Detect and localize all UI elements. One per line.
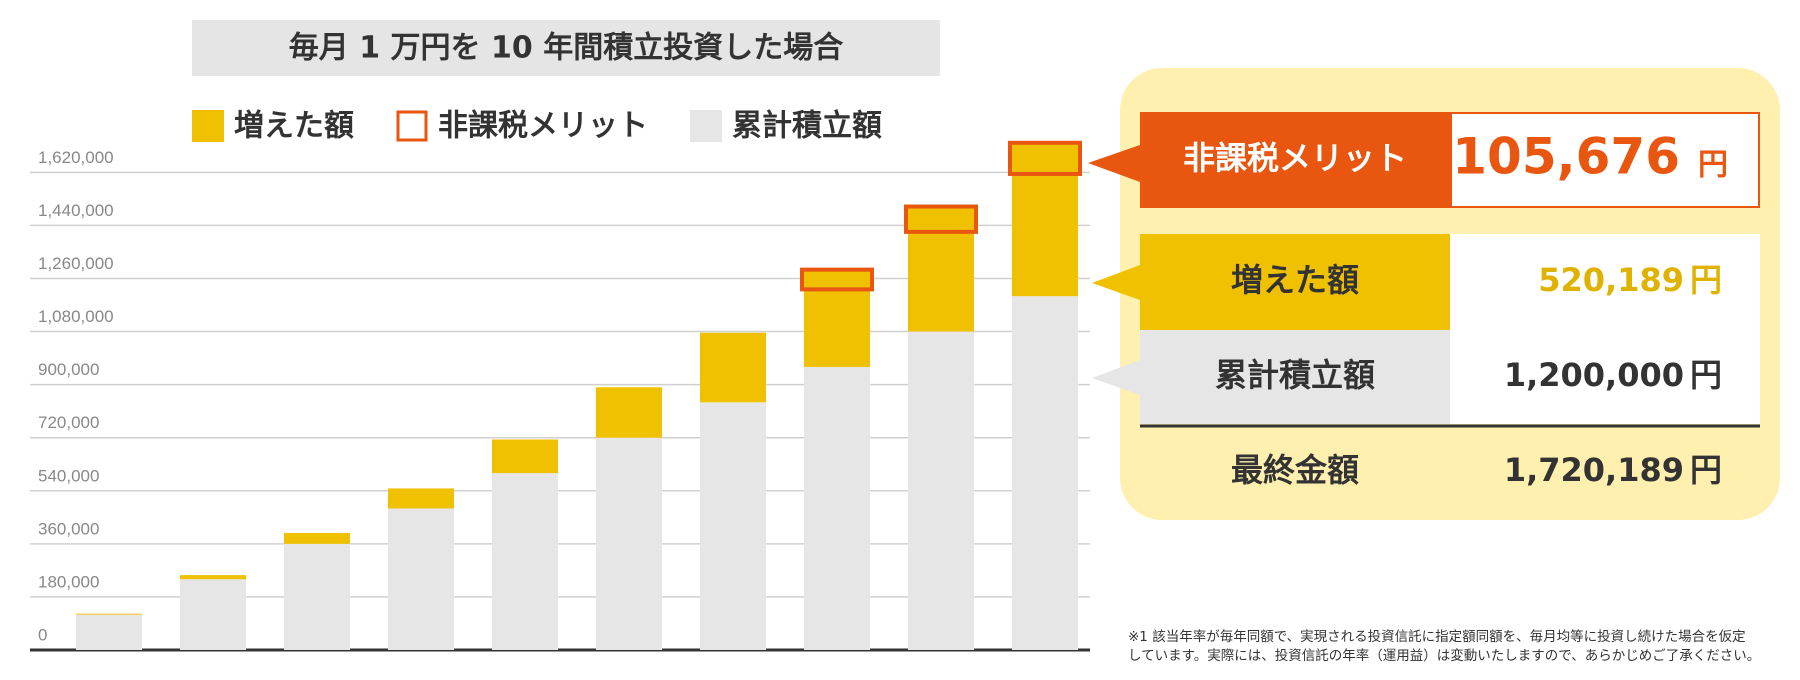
legend-label: 累計積立額 [732, 109, 882, 144]
y-tick-label: 360,000 [38, 519, 99, 538]
bar-segment [596, 437, 662, 650]
label-cell [1140, 330, 1450, 424]
bar-segment [388, 508, 454, 650]
legend-swatch [192, 110, 224, 142]
bar-segment [180, 579, 246, 650]
bar-segment [76, 613, 142, 615]
legend-swatch [396, 110, 428, 142]
pointer [1092, 360, 1140, 395]
label-cell [1140, 234, 1450, 330]
y-tick-label: 1,620,000 [38, 148, 114, 167]
summary-unit: 円 [1698, 148, 1728, 183]
summary-label: 累計積立額 [1215, 356, 1375, 394]
summary-label: 最終金額 [1231, 451, 1359, 489]
tax-benefit-box [904, 204, 978, 234]
title-box [192, 20, 940, 76]
bar-segment [1012, 296, 1078, 650]
value-cell [1450, 330, 1760, 424]
bar-segment [284, 532, 350, 544]
value-cell [1450, 234, 1760, 330]
y-tick-label: 1,260,000 [38, 254, 114, 273]
bar-segment [804, 269, 870, 367]
tax-benefit-box [800, 267, 874, 292]
bar-segment [492, 473, 558, 650]
bar-segment [1012, 142, 1078, 297]
summary-value: 1,720,189 [1504, 451, 1684, 489]
footnote: ※1 該当年率が毎年同額で、実現される投資信託に指定額同額を、毎月均等に投資し続… [1128, 628, 1746, 645]
summary-label: 増えた額 [1231, 261, 1359, 299]
chart-title: 毎月 1 万円を 10 年間積立投資した場合 [289, 31, 843, 66]
bar-segment [700, 402, 766, 650]
value-cell [1450, 112, 1760, 208]
label-cell [1140, 112, 1450, 208]
y-tick-label: 1,440,000 [38, 201, 114, 220]
legend-label: 増えた額 [234, 109, 354, 144]
footnote: しています。実際には、投資信託の年率（運用益）は変動いたしますので、あらかじめご… [1128, 647, 1760, 664]
summary-unit: 円 [1690, 451, 1722, 489]
bar-segment [908, 331, 974, 650]
summary-unit: 円 [1690, 261, 1722, 299]
summary-value: 105,676 [1452, 128, 1680, 186]
bar-segment [700, 332, 766, 403]
bar-segment [596, 387, 662, 438]
legend-swatch [690, 110, 722, 142]
pointer [1092, 265, 1140, 300]
bar-segment [76, 614, 142, 650]
bar-segment [492, 439, 558, 474]
bar-segment [284, 543, 350, 650]
legend-label: 非課税メリット [438, 109, 648, 144]
y-tick-label: 900,000 [38, 360, 99, 379]
y-tick-label: 1,080,000 [38, 307, 114, 326]
summary-unit: 円 [1690, 356, 1722, 394]
tax-benefit-box [1008, 140, 1082, 176]
y-tick-label: 180,000 [38, 572, 99, 591]
y-tick-label: 0 [38, 625, 47, 644]
pointer [1088, 145, 1140, 182]
y-tick-label: 540,000 [38, 466, 99, 485]
bar-segment [180, 575, 246, 580]
bar-segment [388, 488, 454, 509]
summary-label: 非課税メリット [1183, 139, 1407, 177]
bar-segment [908, 206, 974, 332]
bar-segment [804, 366, 870, 650]
summary-value: 1,200,000 [1504, 356, 1684, 394]
y-tick-label: 720,000 [38, 413, 99, 432]
summary-value: 520,189 [1538, 261, 1684, 299]
